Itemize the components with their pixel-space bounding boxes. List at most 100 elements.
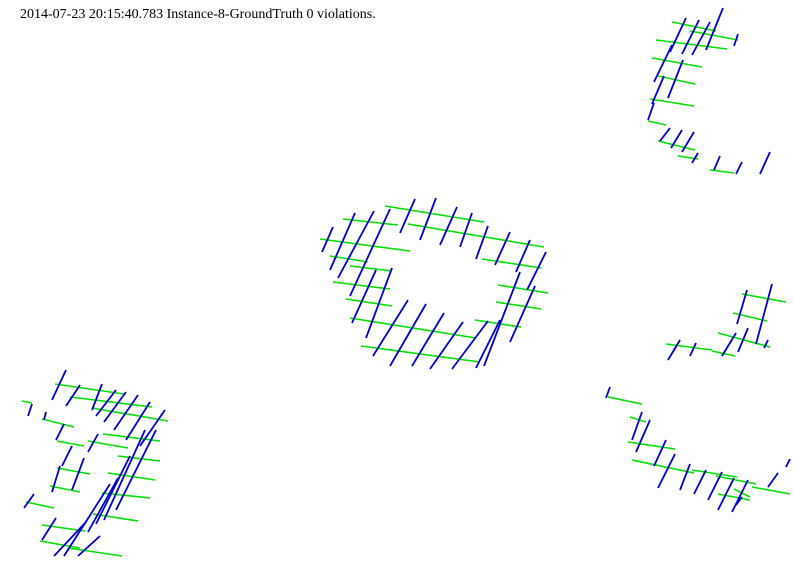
vertical-wire-segment <box>681 19 700 55</box>
horizontal-wire-segment <box>689 30 739 41</box>
vertical-wire-segment <box>667 59 684 99</box>
vertical-wire-segment <box>717 477 735 511</box>
horizontal-wire-segment <box>25 501 55 509</box>
vertical-wire-segment <box>43 411 47 421</box>
horizontal-wire-segment <box>717 493 751 501</box>
horizontal-wire-segment <box>49 485 81 493</box>
vertical-wire-segment <box>329 212 356 271</box>
vertical-wire-segment <box>103 429 146 521</box>
vertical-wire-segment <box>87 477 119 533</box>
vertical-wire-segment <box>667 339 681 361</box>
horizontal-wire-segment <box>107 472 156 481</box>
horizontal-wire-segment <box>671 21 717 32</box>
horizontal-wire-segment <box>497 284 549 294</box>
caption-timestamp: 2014-07-23 20:15:40.783 <box>20 7 164 22</box>
vertical-wire-segment <box>735 496 743 506</box>
vertical-wire-segment <box>691 152 699 164</box>
vertical-wire-segment <box>365 267 393 339</box>
horizontal-wire-segment <box>407 223 545 248</box>
horizontal-wire-segment <box>319 238 411 252</box>
horizontal-wire-segment <box>751 486 791 495</box>
vertical-wire-segment <box>115 429 157 511</box>
horizontal-wire-segment <box>67 547 123 557</box>
vertical-wire-segment <box>55 423 65 441</box>
caption-instance: Instance-8-GroundTruth <box>166 7 303 22</box>
horizontal-wire-segment <box>41 418 75 428</box>
horizontal-wire-segment <box>691 469 738 478</box>
vertical-wire-segment <box>653 44 673 83</box>
vertical-wire-segment <box>77 535 101 557</box>
vertical-wire-segment <box>647 102 655 121</box>
horizontal-wire-segment <box>91 407 169 422</box>
vertical-wire-segment <box>23 493 35 509</box>
horizontal-wire-segment <box>627 441 676 450</box>
horizontal-wire-segment <box>741 293 787 303</box>
horizontal-wire-segment <box>665 343 713 351</box>
vertical-wire-segment <box>103 391 127 423</box>
vertical-wire-segment <box>494 231 511 266</box>
horizontal-wire-segment <box>481 258 542 269</box>
horizontal-wire-segment <box>332 281 391 290</box>
vertical-wire-segment <box>721 332 737 357</box>
vertical-wire-segment <box>767 472 779 488</box>
horizontal-wire-segment <box>56 467 91 475</box>
vertical-wire-segment <box>451 320 489 370</box>
vertical-wire-segment <box>691 21 711 56</box>
vertical-wire-segment <box>659 127 671 142</box>
caption-violations: 0 violations. <box>306 7 376 22</box>
vertical-wires-layer <box>23 7 791 557</box>
vertical-wire-segment <box>689 342 697 357</box>
vertical-wire-segment <box>41 517 57 541</box>
horizontal-wire-segment <box>69 396 153 408</box>
vertical-wire-segment <box>733 33 739 47</box>
status-caption: 2014-07-23 20:15:40.783 Instance-8-Groun… <box>20 7 376 23</box>
vertical-wire-segment <box>705 7 724 51</box>
vertical-wire-segment <box>51 369 67 401</box>
horizontal-wire-segment <box>657 140 696 151</box>
vertical-wire-segment <box>53 521 87 557</box>
horizontal-wire-segment <box>495 301 542 310</box>
vertical-wire-segment <box>411 312 445 367</box>
vertical-wire-segment <box>681 131 695 153</box>
vertical-wire-segment <box>71 457 85 491</box>
horizontal-wire-segment <box>607 396 643 405</box>
horizontal-wire-segment <box>709 169 735 174</box>
horizontal-wire-segment <box>647 120 667 126</box>
vertical-wire-segment <box>95 455 131 525</box>
vertical-wire-segment <box>670 129 683 149</box>
vertical-wire-segment <box>731 479 749 513</box>
vertical-wire-segment <box>707 471 723 501</box>
vertical-wire-segment <box>483 271 521 367</box>
vertical-wire-segment <box>372 299 409 357</box>
vertical-wire-segment <box>759 151 771 175</box>
vertical-wire-segment <box>635 419 651 453</box>
horizontal-wire-segment <box>715 475 757 485</box>
vertical-wire-segment <box>657 453 676 489</box>
vertical-wire-segment <box>351 269 377 324</box>
vertical-wire-segment <box>755 283 773 345</box>
vertical-wire-segment <box>605 386 611 399</box>
vertical-wire-segment <box>515 239 531 273</box>
vertical-wire-segment <box>27 403 33 417</box>
horizontal-wire-segment <box>349 265 393 272</box>
vertical-wire-segment <box>736 289 748 325</box>
horizontal-wire-segment <box>717 332 771 348</box>
horizontal-wire-segment <box>21 400 33 404</box>
horizontal-wire-segment <box>651 57 703 68</box>
vertical-wire-segment <box>429 321 464 370</box>
vertical-wire-segment <box>125 401 151 441</box>
horizontal-wire-segment <box>39 540 81 549</box>
vertical-wire-segment <box>51 465 61 493</box>
vertical-wire-segment <box>735 161 743 175</box>
horizontal-wire-segment <box>54 383 125 395</box>
horizontal-wire-segment <box>87 440 129 449</box>
vertical-wire-segment <box>349 208 391 297</box>
vertical-wire-segment <box>65 384 81 407</box>
vertical-wire-segment <box>337 210 375 279</box>
vertical-wire-segment <box>399 198 416 234</box>
vertical-wire-segment <box>419 197 437 241</box>
vertical-wire-segment <box>95 389 117 417</box>
horizontal-wire-segment <box>732 312 768 322</box>
vertical-wire-segment <box>91 383 103 411</box>
